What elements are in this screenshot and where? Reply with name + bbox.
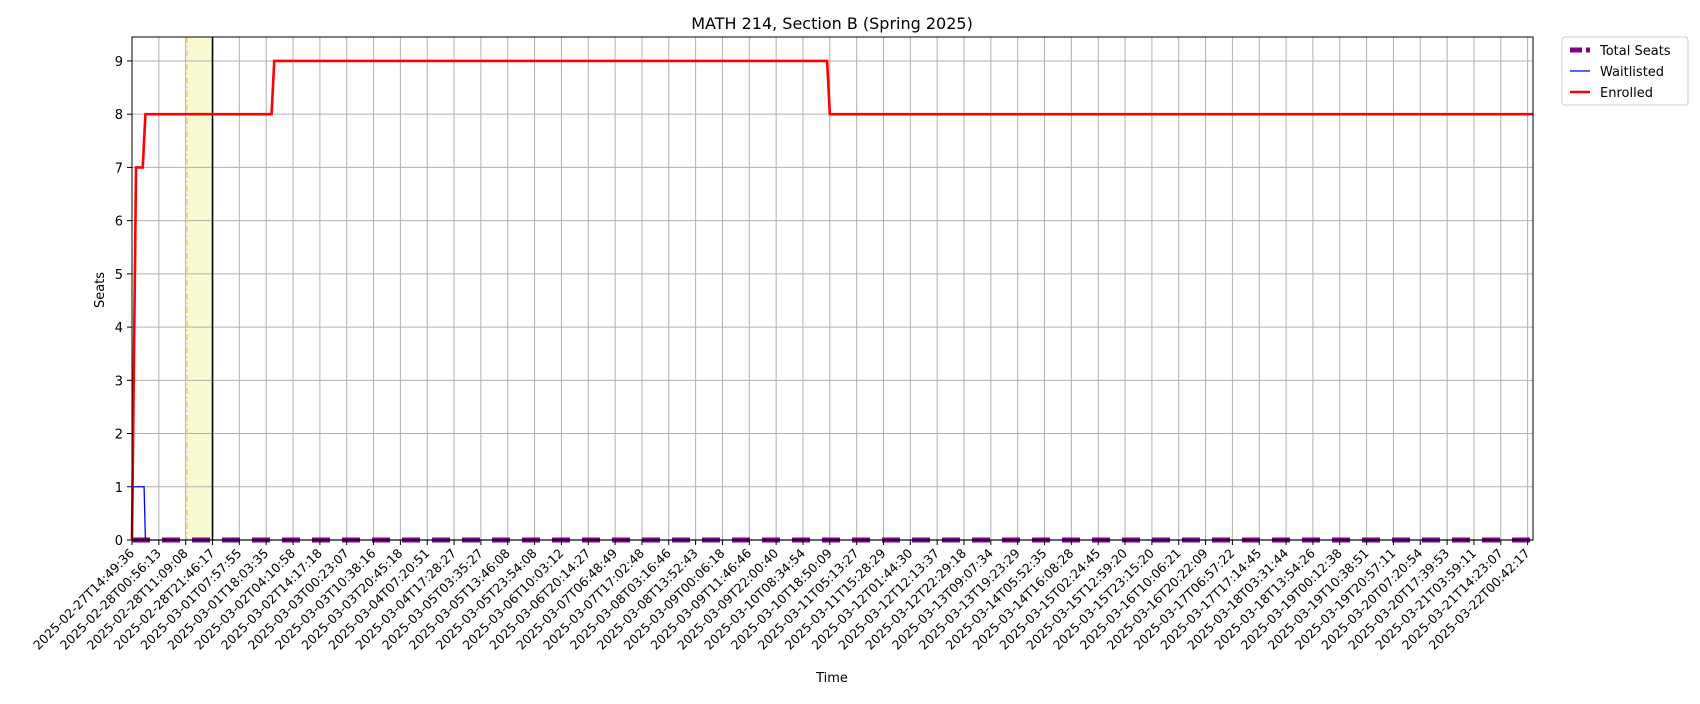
y-tick-label: 5 [115, 268, 123, 283]
highlight-span [187, 37, 213, 540]
plot-frame [131, 36, 1534, 541]
legend: Total Seats Waitlisted Enrolled [1561, 36, 1689, 106]
series-enrolled-line [130, 59, 1533, 541]
y-tick-label: 8 [115, 108, 123, 123]
chart-title: MATH 214, Section B (Spring 2025) [691, 14, 973, 33]
legend-box [1561, 36, 1689, 106]
plot-area: 01234567892025-02-27T14:49:362025-02-28T… [30, 36, 1534, 653]
plot-background [132, 37, 1533, 540]
y-tick-label: 4 [115, 321, 123, 336]
legend-label-total-seats: Total Seats [1599, 44, 1671, 59]
legend-label-waitlisted: Waitlisted [1600, 65, 1664, 80]
y-tick-label: 7 [115, 161, 123, 176]
y-tick-label: 3 [115, 374, 123, 389]
y-tick-label: 1 [115, 481, 123, 496]
x-axis-label: Time [815, 671, 848, 686]
y-axis-label: Seats [93, 272, 108, 308]
y-tick-label: 6 [115, 215, 123, 230]
y-tick-label: 2 [115, 428, 123, 443]
legend-label-enrolled: Enrolled [1600, 86, 1653, 101]
y-tick-label: 0 [115, 534, 123, 549]
y-tick-label: 9 [115, 55, 123, 70]
